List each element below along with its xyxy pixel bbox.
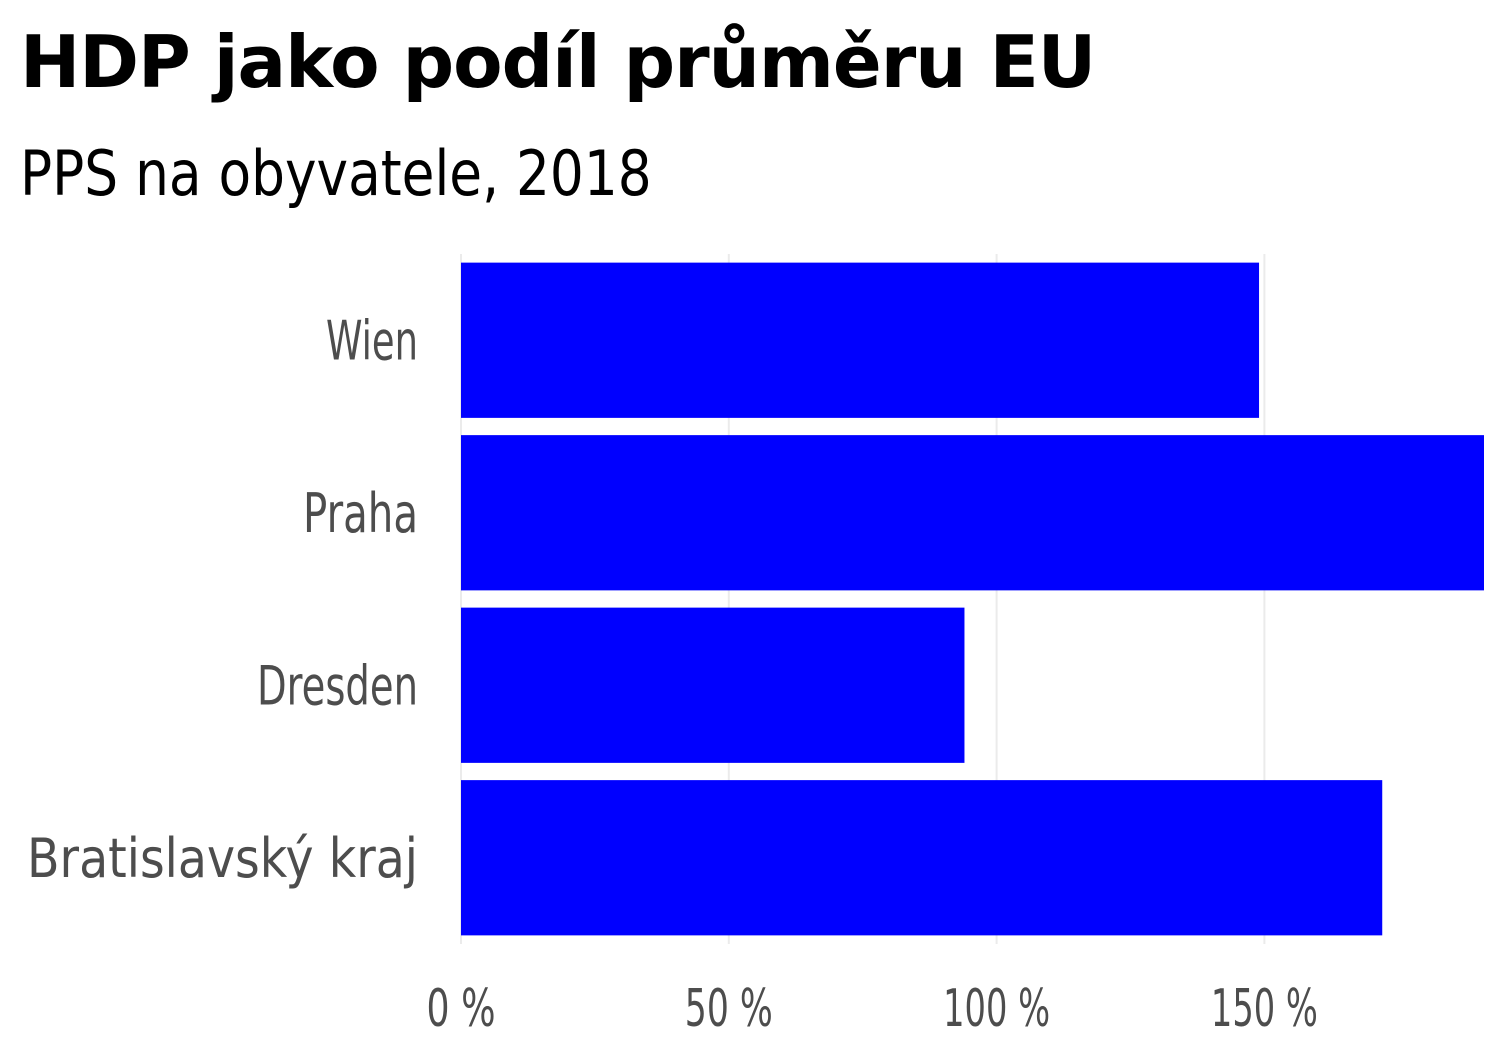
category-label: Wien (326, 309, 418, 372)
bar (461, 262, 1260, 418)
chart-subtitle: PPS na obyvatele, 2018 (20, 137, 652, 210)
bar (461, 780, 1383, 936)
bar (461, 435, 1484, 591)
bars (461, 262, 1484, 936)
chart-title: HDP jako podíl průměru EU (20, 20, 1096, 104)
x-tick-label: 0 % (427, 979, 496, 1039)
category-label: Bratislavský kraj (27, 827, 418, 890)
x-tick-labels: 0 % 50 % 100 % 150 % (427, 979, 1318, 1039)
category-label: Dresden (257, 654, 418, 717)
x-tick-label: 100 % (943, 979, 1050, 1039)
category-label: Praha (303, 482, 418, 545)
x-tick-label: 150 % (1211, 979, 1318, 1039)
category-labels: Wien Praha Dresden Bratislavský kraj (27, 309, 418, 890)
x-tick-label: 50 % (685, 979, 773, 1039)
bar (461, 607, 965, 763)
